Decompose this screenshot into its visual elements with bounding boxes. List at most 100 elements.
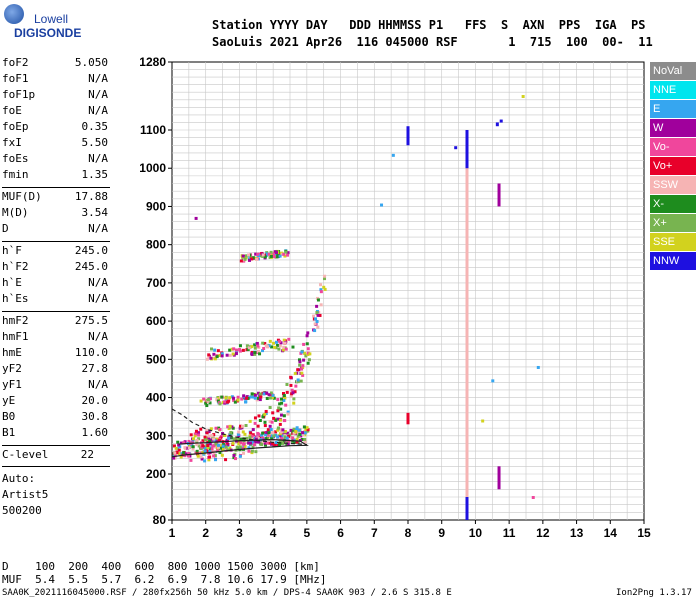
echo-point [276,435,280,439]
legend-item-ssw: SSW [650,176,696,194]
y-tick-label: 1280 [139,55,166,69]
echo-point [258,398,262,402]
param-label: fmin [2,168,29,181]
trace-f2-dashed [171,408,307,446]
echo-point [300,367,304,371]
echo-point [256,344,260,348]
echo-point [308,352,312,356]
param-value: 0.35 [81,120,109,133]
echo-point [234,457,238,461]
param-value: N/A [88,292,108,305]
echo-point [220,453,224,457]
param-label: foE [2,104,22,117]
echo-point [250,257,254,261]
echo-point [281,391,285,395]
echo-point [199,455,203,459]
echo-point [302,358,306,362]
echo-point [274,340,278,344]
echo-point [216,349,220,353]
x-tick-label: 5 [304,526,311,540]
echo-point [202,397,206,401]
echo-point [278,418,282,422]
echo-point [254,252,258,256]
echo-point [280,432,284,436]
echo-point [301,433,305,437]
echo-point [201,444,205,448]
echo-point [174,446,178,450]
echo-point [215,355,219,359]
echo-point [227,436,231,440]
echo-point [278,422,282,426]
x-tick-label: 2 [202,526,209,540]
echo-point [223,447,227,451]
echo-point [284,250,288,254]
echo-point [208,447,212,451]
param-value: 5.50 [81,136,109,149]
echo-point [247,253,251,257]
echo-point [244,254,248,258]
echo-point [297,358,301,362]
echo-point [298,438,302,442]
echo-point [199,427,203,431]
separator [2,466,110,467]
echo-point [305,426,309,430]
param-value: 245.0 [74,260,108,273]
y-tick-label: 800 [146,238,166,252]
echo-point [258,392,262,396]
echo-point [243,257,247,261]
echo-point [221,444,225,448]
echo-point [300,438,304,442]
echo-point [206,446,210,450]
echo-point [183,446,187,450]
echo-point [277,347,281,351]
echo-point [303,431,307,435]
echo-point [294,384,298,388]
echo-point [263,424,267,428]
echo-point [250,392,254,396]
echo-point [213,348,217,352]
echo-point [268,439,272,443]
echo-point [242,442,246,446]
echo-point [299,379,303,383]
echo-point [238,344,242,348]
echo-point [278,435,282,439]
echo-point [286,251,290,255]
echo-point [270,420,274,424]
legend-item-w: W [650,119,696,137]
echo-point [281,348,285,352]
param-row-d: D N/A [2,222,108,238]
echo-point [298,360,302,364]
echo-point [206,444,210,448]
echo-point [283,435,287,439]
echo-point [287,337,291,341]
echo-point [203,446,207,450]
echo-point [274,433,278,437]
echo-point [298,363,302,367]
echo-point [316,313,320,317]
echo-point [303,437,307,441]
param-value: 3.54 [81,206,109,219]
echo-point [283,254,287,258]
echo-point [175,451,179,455]
echo-point [272,341,276,345]
echo-point [253,352,257,356]
param-label: h`Es [2,292,29,305]
echo-point [210,447,214,451]
echo-point [187,446,191,450]
echo-point [304,428,308,432]
echo-point [278,432,282,436]
echo-point [207,449,211,453]
echo-point [178,445,182,449]
echo-point [269,250,273,254]
echo-point [254,450,258,454]
echo-point [215,398,219,402]
echo-point [262,392,266,396]
echo-point [261,436,265,440]
param-row-yf1: yF1 N/A [2,378,108,394]
echo-point [209,347,213,351]
echo-point [296,378,300,382]
echo-point [299,434,303,438]
echo-point [228,433,232,437]
param-value: 27.8 [81,362,109,375]
echo-point [285,436,289,440]
